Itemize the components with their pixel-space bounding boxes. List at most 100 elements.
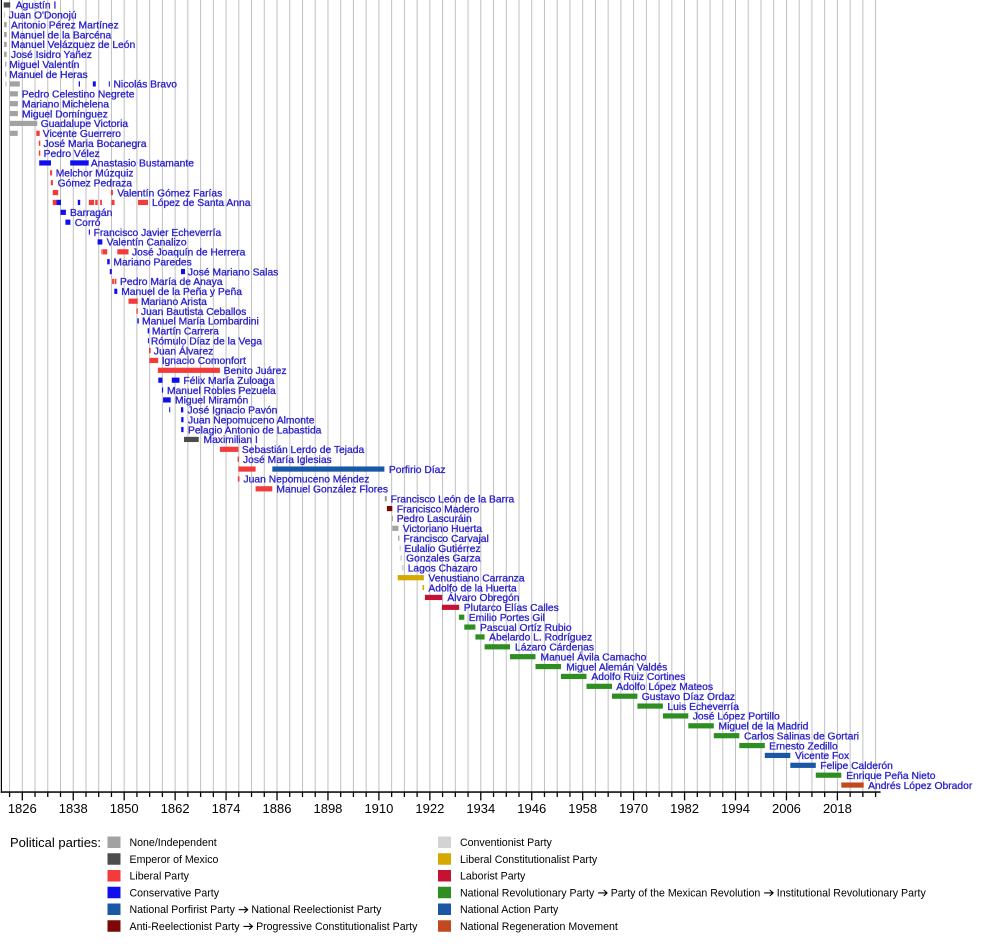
- svg-text:Valentín Canalizo: Valentín Canalizo: [107, 238, 187, 249]
- svg-text:1838: 1838: [59, 801, 88, 816]
- svg-text:1934: 1934: [466, 801, 495, 816]
- svg-text:1874: 1874: [212, 801, 241, 816]
- svg-text:National Regeneration Movement: National Regeneration Movement: [460, 921, 618, 933]
- svg-text:2018: 2018: [823, 801, 852, 816]
- svg-text:1898: 1898: [313, 801, 342, 816]
- svg-text:Gómez Pedraza: Gómez Pedraza: [58, 178, 133, 189]
- svg-text:Mariano Paredes: Mariano Paredes: [113, 257, 191, 268]
- svg-text:Pedro Vélez: Pedro Vélez: [44, 149, 100, 160]
- svg-text:Juan Álvarez: Juan Álvarez: [154, 344, 214, 357]
- svg-text:Liberal Constitutionalist Part: Liberal Constitutionalist Party: [460, 854, 598, 866]
- svg-text:Manuel Velázquez de León: Manuel Velázquez de León: [11, 40, 136, 51]
- svg-text:Antonio Pérez Martínez: Antonio Pérez Martínez: [11, 20, 119, 31]
- svg-text:Carlos Salinas de Gortari: Carlos Salinas de Gortari: [744, 731, 859, 742]
- svg-text:Anti-Reelectionist Party: Anti-Reelectionist Party: [130, 921, 241, 933]
- svg-text:Miguel de la Madrid: Miguel de la Madrid: [719, 722, 809, 733]
- svg-text:Political parties:: Political parties:: [10, 835, 101, 850]
- svg-text:Francisco Carvajal: Francisco Carvajal: [404, 534, 489, 545]
- svg-text:Emilio Portes Gil: Emilio Portes Gil: [469, 613, 545, 624]
- svg-text:Pedro María de Anaya: Pedro María de Anaya: [120, 277, 223, 288]
- svg-text:Miguel Miramón: Miguel Miramón: [175, 396, 249, 407]
- svg-text:Manuel de la Peña y Peña: Manuel de la Peña y Peña: [121, 287, 242, 298]
- svg-text:Venustiano Carranza: Venustiano Carranza: [428, 573, 524, 584]
- svg-text:Maximilian I: Maximilian I: [204, 435, 258, 446]
- svg-text:Mariano Arista: Mariano Arista: [141, 297, 207, 308]
- svg-text:Adolfo de la Huerta: Adolfo de la Huerta: [428, 583, 516, 594]
- svg-text:Agustín I: Agustín I: [16, 1, 57, 12]
- svg-text:Institutional Revolutionary Pa: Institutional Revolutionary Party: [777, 887, 927, 899]
- svg-text:1862: 1862: [161, 801, 190, 816]
- svg-text:Laborist Party: Laborist Party: [460, 871, 526, 883]
- svg-text:National Reelectionist Party: National Reelectionist Party: [251, 904, 382, 916]
- svg-text:Mariano Michelena: Mariano Michelena: [22, 99, 109, 110]
- svg-text:2006: 2006: [772, 801, 801, 816]
- svg-text:Miguel Domínguez: Miguel Domínguez: [22, 109, 108, 120]
- svg-text:Juan Bautista Ceballos: Juan Bautista Ceballos: [141, 307, 246, 318]
- svg-text:1946: 1946: [517, 801, 546, 816]
- svg-text:Manuel Ávila Camacho: Manuel Ávila Camacho: [541, 650, 647, 663]
- svg-text:Juan Nepomuceno Almonte: Juan Nepomuceno Almonte: [188, 415, 315, 426]
- svg-text:Benito Juárez: Benito Juárez: [224, 366, 287, 377]
- svg-text:Juan Nepomuceno Méndez: Juan Nepomuceno Méndez: [244, 475, 370, 486]
- svg-text:National Revolutionary Party: National Revolutionary Party: [460, 887, 595, 899]
- svg-text:Emperor of Mexico: Emperor of Mexico: [130, 854, 219, 866]
- svg-text:Manuel Robles Pezuela: Manuel Robles Pezuela: [167, 386, 276, 397]
- svg-text:Vicente Guerrero: Vicente Guerrero: [43, 129, 121, 140]
- svg-text:Liberal Party: Liberal Party: [130, 871, 190, 883]
- svg-text:Adolfo Ruiz Cortines: Adolfo Ruiz Cortines: [591, 672, 685, 683]
- svg-text:Abelardo L. Rodríguez: Abelardo L. Rodríguez: [489, 633, 592, 644]
- svg-text:José Mariano Salas: José Mariano Salas: [188, 267, 278, 278]
- svg-text:Andrés López Obrador: Andrés López Obrador: [868, 781, 973, 792]
- svg-text:Nicolás Bravo: Nicolás Bravo: [114, 80, 178, 91]
- svg-text:Manuel de la Barcéna: Manuel de la Barcéna: [11, 30, 111, 41]
- svg-text:Eulalio Gutiérrez: Eulalio Gutiérrez: [405, 544, 481, 555]
- svg-text:Miguel Alemán Valdés: Miguel Alemán Valdés: [566, 662, 667, 673]
- svg-text:Lázaro Cárdenas: Lázaro Cárdenas: [515, 643, 594, 654]
- svg-text:Barragán: Barragán: [70, 208, 113, 219]
- svg-text:Plutarco Elías Calles: Plutarco Elías Calles: [464, 603, 559, 614]
- svg-text:Miguel Valentín: Miguel Valentín: [9, 60, 79, 71]
- svg-text:Valentín Gómez Farías: Valentín Gómez Farías: [117, 188, 222, 199]
- svg-text:López de Santa Anna: López de Santa Anna: [152, 198, 251, 209]
- svg-text:Francisco Javier Echeverría: Francisco Javier Echeverría: [94, 228, 222, 239]
- svg-text:Ignacio Comonfort: Ignacio Comonfort: [162, 356, 246, 367]
- svg-text:José Joaquín de Herrera: José Joaquín de Herrera: [132, 248, 246, 259]
- svg-text:Luis Echeverría: Luis Echeverría: [667, 702, 739, 713]
- svg-text:1910: 1910: [364, 801, 393, 816]
- svg-text:1970: 1970: [619, 801, 648, 816]
- svg-text:José López Portillo: José López Portillo: [693, 712, 780, 723]
- svg-text:Sebastián Lerdo de Tejada: Sebastián Lerdo de Tejada: [242, 445, 365, 456]
- svg-text:1850: 1850: [110, 801, 139, 816]
- svg-text:None/Independent: None/Independent: [130, 837, 217, 849]
- svg-text:Pedro Lascuráin: Pedro Lascuráin: [397, 514, 472, 525]
- svg-text:Lagos Chazaro: Lagos Chazaro: [408, 564, 478, 575]
- svg-text:Melchor Múzquiz: Melchor Múzquiz: [56, 169, 134, 180]
- svg-text:Pelagio Antonio de Labastida: Pelagio Antonio de Labastida: [188, 425, 322, 436]
- svg-text:José Maria Bocanegra: José Maria Bocanegra: [43, 139, 146, 150]
- svg-text:Adolfo López Mateos: Adolfo López Mateos: [616, 682, 713, 693]
- svg-text:Porfirio Díaz: Porfirio Díaz: [389, 465, 446, 476]
- svg-text:Felipe Calderón: Felipe Calderón: [820, 761, 893, 772]
- svg-text:José María Iglesias: José María Iglesias: [243, 455, 332, 466]
- svg-text:1994: 1994: [721, 801, 750, 816]
- svg-text:Rómulo Díaz de la Vega: Rómulo Díaz de la Vega: [151, 336, 262, 347]
- svg-text:Enrique Peña Nieto: Enrique Peña Nieto: [846, 771, 936, 782]
- svg-text:Pascual Ortíz Rubio: Pascual Ortíz Rubio: [480, 623, 572, 634]
- svg-text:José Isidro Yañez: José Isidro Yañez: [11, 50, 92, 61]
- svg-text:Álvaro Obregón: Álvaro Obregón: [447, 591, 519, 604]
- svg-text:1982: 1982: [670, 801, 699, 816]
- svg-text:José Ignacio Pavón: José Ignacio Pavón: [188, 406, 278, 417]
- svg-text:Manuel de Heras: Manuel de Heras: [9, 70, 87, 81]
- svg-text:1886: 1886: [263, 801, 292, 816]
- svg-text:Guadalupe Victoria: Guadalupe Victoria: [41, 119, 129, 130]
- svg-text:Francisco León de la Barra: Francisco León de la Barra: [391, 494, 515, 505]
- svg-text:Gonzales Garza: Gonzales Garza: [406, 554, 481, 565]
- svg-text:Vicente Fox: Vicente Fox: [795, 751, 850, 762]
- svg-text:National Action Party: National Action Party: [460, 904, 559, 916]
- svg-text:Conservative Party: Conservative Party: [130, 887, 220, 899]
- svg-text:Party of the Mexican Revolutio: Party of the Mexican Revolution: [611, 887, 761, 899]
- svg-text:Corró: Corró: [75, 218, 101, 229]
- svg-text:1826: 1826: [8, 801, 37, 816]
- svg-text:Anastasio Bustamante: Anastasio Bustamante: [91, 159, 194, 170]
- svg-text:National Porfirist Party: National Porfirist Party: [130, 904, 236, 916]
